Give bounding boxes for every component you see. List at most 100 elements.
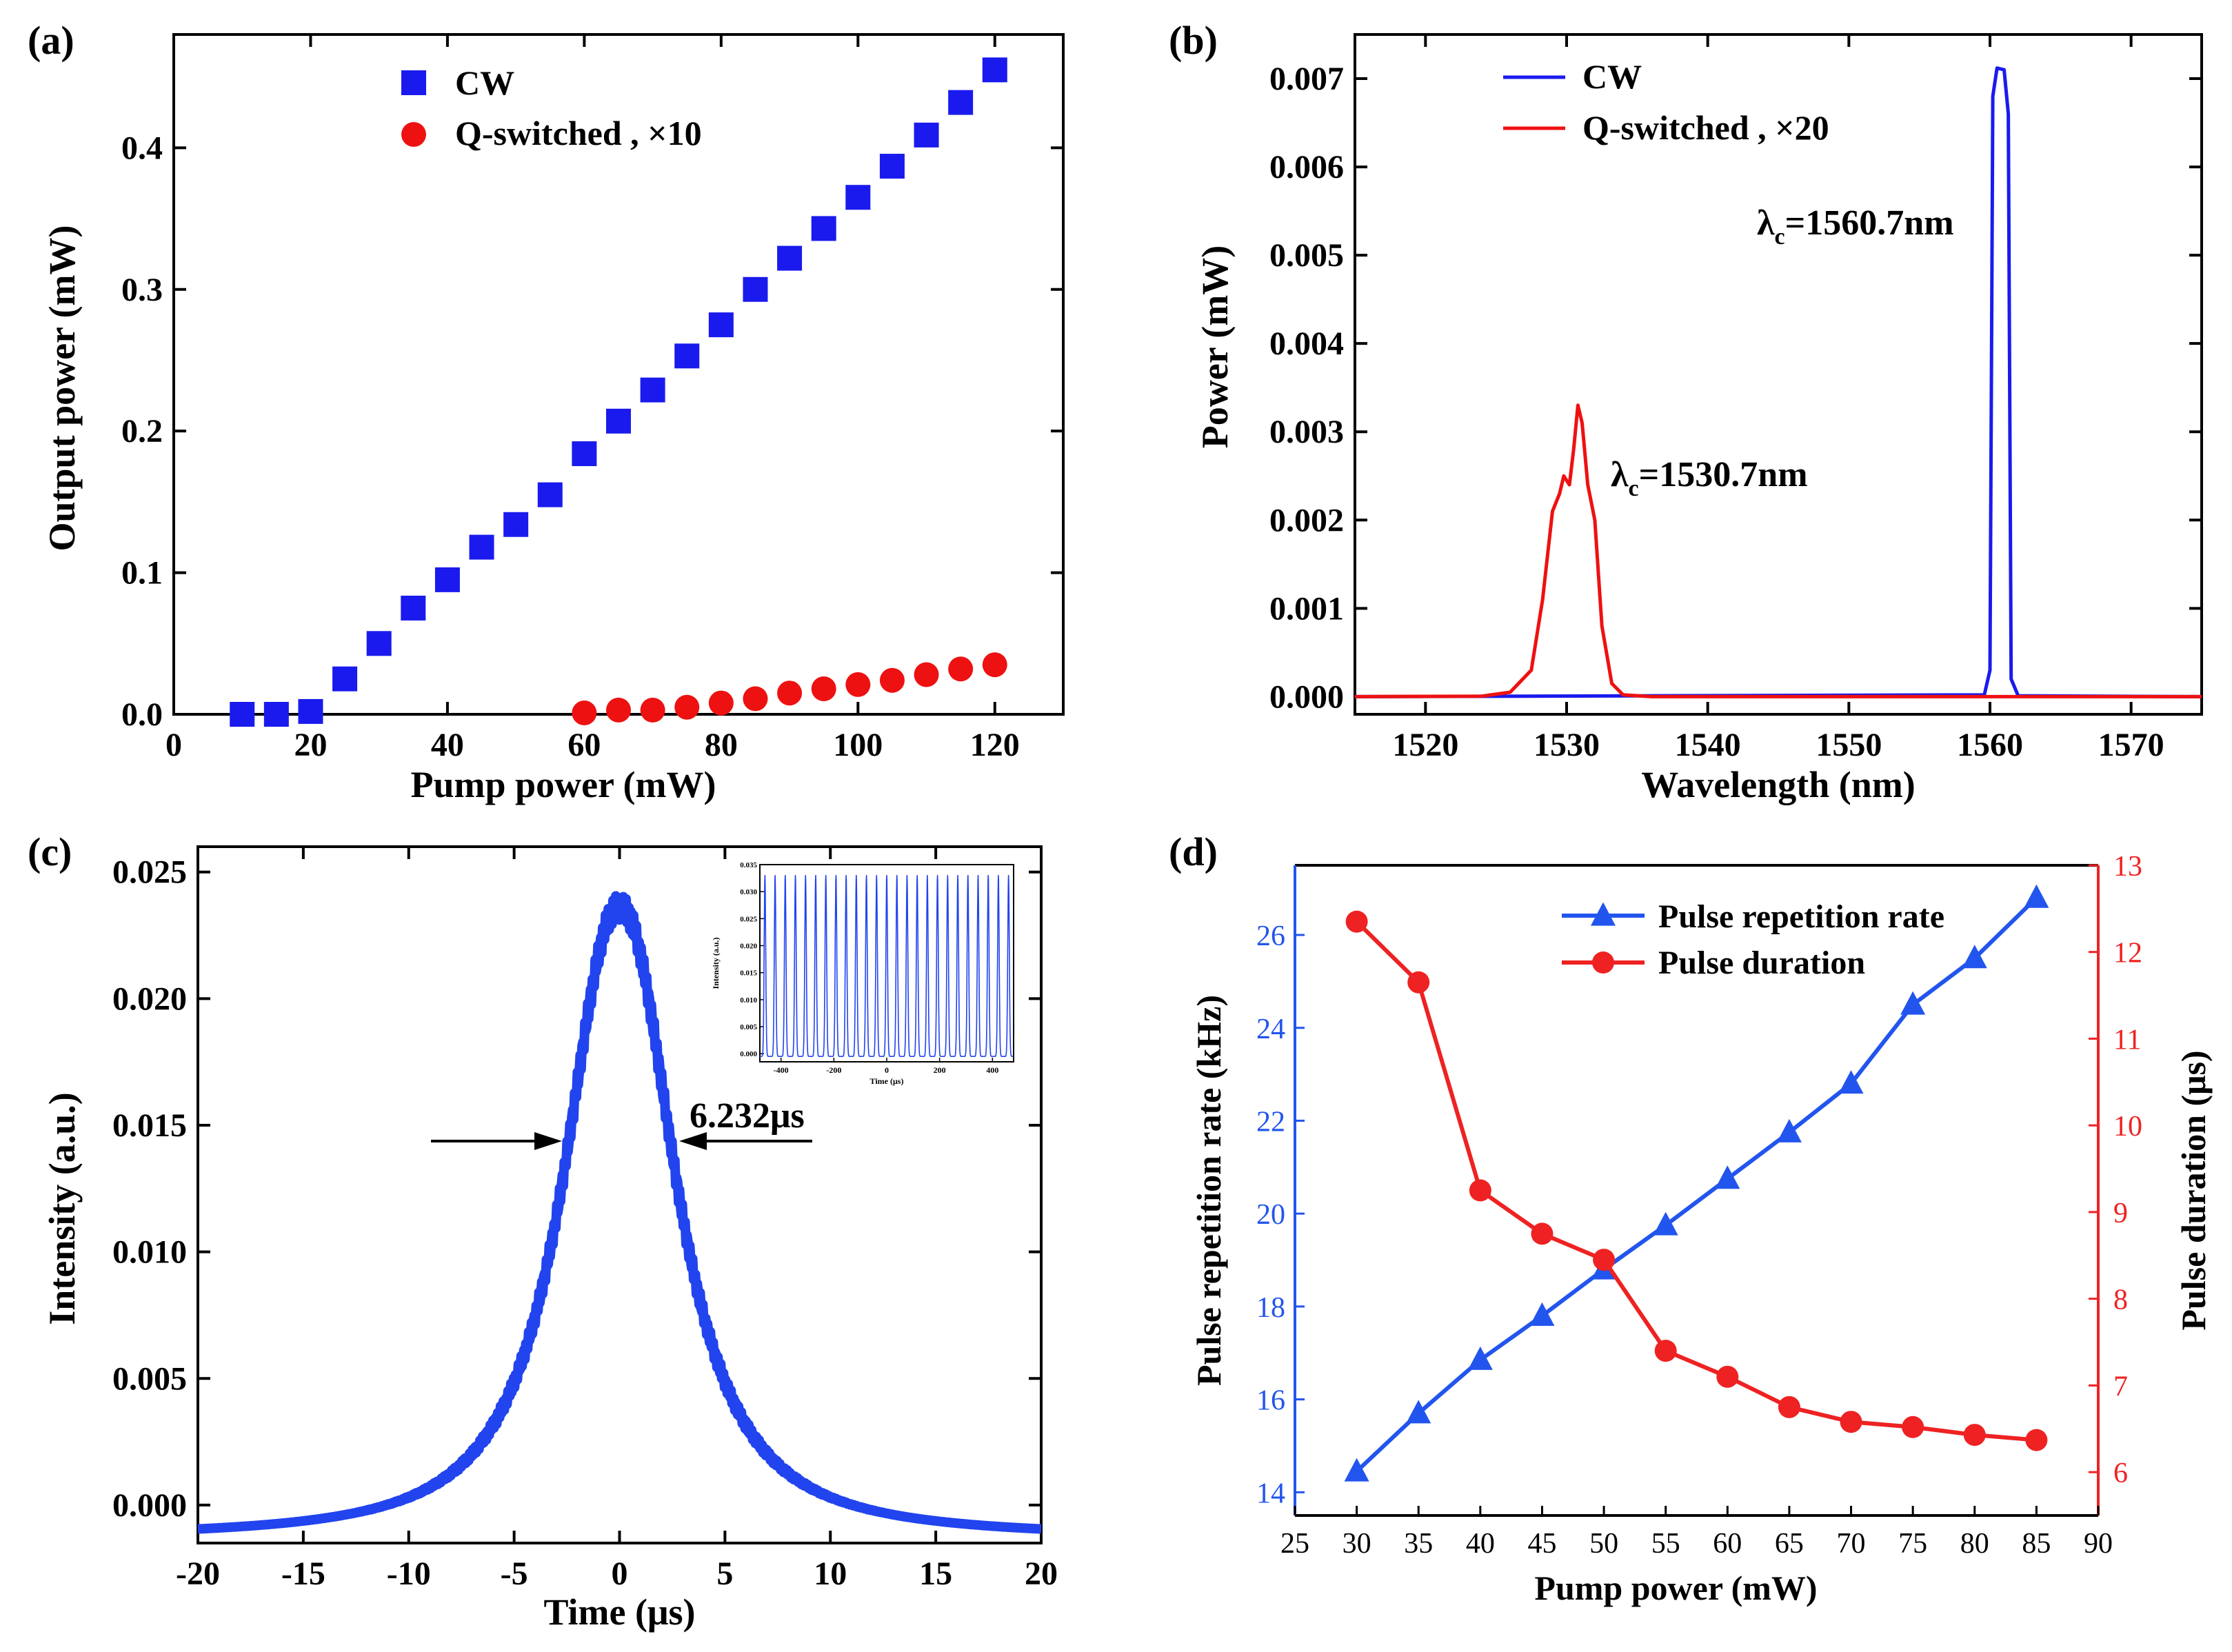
panel-b-x-tick-label: 1570 bbox=[2098, 727, 2164, 763]
panel-a-x-tick-label: 60 bbox=[567, 727, 601, 763]
panel-a-cw-point bbox=[537, 482, 563, 507]
panel-c-inset-y-tick-label: 0.025 bbox=[740, 915, 757, 923]
panel-d-x-tick-label: 90 bbox=[2084, 1528, 2113, 1560]
panel-d-duration-point bbox=[1469, 1179, 1491, 1202]
panel-c-x-tick-label: 0 bbox=[612, 1555, 628, 1592]
panel-a-cw-point bbox=[879, 154, 905, 179]
annotation-value: =1530.7nm bbox=[1639, 455, 1808, 494]
panel-c-x-tick-label: -5 bbox=[501, 1555, 528, 1592]
panel-a-qs-point bbox=[948, 656, 974, 682]
panel-c-inset-x-tick-label: -400 bbox=[774, 1065, 789, 1075]
panel-d-y2-tick-label: 8 bbox=[2113, 1285, 2128, 1316]
panel-a-cw-point bbox=[845, 185, 871, 210]
panel-d-rate-point bbox=[1344, 1458, 1369, 1482]
panel-b-y-tick-label: 0.002 bbox=[1269, 502, 1344, 538]
panel-a-x-tick-label: 80 bbox=[705, 727, 738, 763]
panel-c-x-tick-label: -15 bbox=[281, 1555, 325, 1592]
panel-d-y2-tick-label: 9 bbox=[2113, 1198, 2128, 1229]
panel-a-y-tick-label: 0.4 bbox=[121, 130, 163, 166]
panel-a-qs-point bbox=[674, 694, 700, 720]
panel-a-cw-point bbox=[777, 245, 803, 271]
panel-d-y-tick-label: 26 bbox=[1256, 920, 1285, 952]
panel-d-duration-point bbox=[1840, 1411, 1862, 1433]
panel-a-y-tick-label: 0.2 bbox=[121, 413, 163, 450]
panel-c-inset-pulse-train bbox=[759, 874, 1014, 1057]
panel-d-x-tick-label: 65 bbox=[1775, 1528, 1804, 1560]
panel-a-cw-point bbox=[332, 666, 358, 692]
panel-d-duration-point bbox=[1654, 1340, 1677, 1362]
panel-d-rate-point bbox=[2024, 884, 2049, 908]
panel-b-y-axis-label: Power (mW) bbox=[1194, 245, 1236, 448]
panel-a-cw-point bbox=[606, 408, 631, 434]
panel-d-y-tick-label: 24 bbox=[1256, 1014, 1285, 1045]
panel-d-x-tick-label: 30 bbox=[1343, 1528, 1371, 1560]
panel-a-cw-point bbox=[708, 312, 734, 338]
panel-c-y-tick-label: 0.000 bbox=[112, 1487, 187, 1524]
panel-c-x-axis-label: Time (μs) bbox=[543, 1591, 695, 1633]
panel-c-inset-y-tick-label: 0.015 bbox=[740, 969, 757, 978]
panel-d-duration-line bbox=[1355, 920, 2037, 1442]
panel-a-x-tick-label: 120 bbox=[970, 727, 1020, 763]
panel-d-duration-point bbox=[1593, 1249, 1616, 1271]
panel-d-duration-point bbox=[1778, 1396, 1800, 1418]
annotation-symbol: λ bbox=[1611, 455, 1629, 494]
panel-d-x-tick-label: 45 bbox=[1527, 1528, 1556, 1560]
panel-d-duration-point bbox=[1902, 1416, 1924, 1438]
panel-a-cw-point bbox=[401, 595, 426, 621]
panel-b-legend-qs-label: Q-switched , ×20 bbox=[1582, 108, 1829, 147]
panel-d-y2-tick-label: 7 bbox=[2113, 1371, 2128, 1402]
panel-c-inset-x-tick-label: 0 bbox=[885, 1065, 889, 1075]
panel-d-y-tick-label: 16 bbox=[1256, 1385, 1285, 1417]
panel-d-rate-point bbox=[1776, 1118, 1802, 1142]
panel-label: (d) bbox=[1169, 829, 1218, 874]
panel-a-legend-qs-marker bbox=[401, 122, 426, 147]
panel-d-x-tick-label: 75 bbox=[1898, 1528, 1927, 1560]
panel-a-qs-point bbox=[982, 652, 1007, 678]
panel-d-duration-point bbox=[1531, 1222, 1554, 1245]
panel-c-fwhm-label: 6.232μs bbox=[690, 1096, 805, 1136]
panel-b-y-tick-label: 0.007 bbox=[1269, 61, 1344, 97]
panel-a-cw-point bbox=[914, 122, 939, 148]
annotation-value: =1560.7nm bbox=[1785, 203, 1954, 243]
panel-a-cw-point bbox=[572, 441, 597, 467]
panel-a-y-tick-label: 0.1 bbox=[121, 555, 163, 592]
panel-d-y2-tick-label: 13 bbox=[2113, 851, 2142, 883]
panel-a-qs-point bbox=[811, 676, 836, 702]
panel-d-legend-rate-label: Pulse repetition rate bbox=[1658, 898, 1944, 935]
panel-c-fwhm-arrowhead-right bbox=[679, 1132, 707, 1150]
panel-d-rate-point bbox=[1529, 1302, 1555, 1326]
panel-b-annotation-0: λc=1560.7nm bbox=[1757, 203, 1954, 250]
panel-b-x-tick-label: 1540 bbox=[1675, 727, 1741, 763]
panel-d-x-tick-label: 55 bbox=[1651, 1528, 1680, 1560]
panel-a-cw-point bbox=[948, 90, 974, 115]
panel-a-x-tick-label: 40 bbox=[431, 727, 464, 763]
panel-a-legend-cw-label: CW bbox=[455, 63, 514, 102]
panel-a-cw-point bbox=[263, 702, 289, 727]
panel-b-y-tick-label: 0.000 bbox=[1269, 678, 1344, 715]
panel-a-qs-point bbox=[708, 690, 734, 716]
panel-a-qs-point bbox=[777, 681, 803, 706]
panel-d-rate-point bbox=[1715, 1165, 1740, 1189]
panel-b-x-axis-label: Wavelength (nm) bbox=[1641, 764, 1916, 805]
panel-d-y2-tick-label: 6 bbox=[2113, 1458, 2128, 1489]
annotation-symbol: λ bbox=[1757, 203, 1775, 243]
panel-a-y-axis-label: Output power (mW) bbox=[41, 225, 83, 551]
panel-d-x-tick-label: 50 bbox=[1589, 1528, 1618, 1560]
panel-c-y-axis-label: Intensity (a.u.) bbox=[41, 1092, 83, 1325]
panel-label: (b) bbox=[1169, 18, 1218, 63]
panel-c-inset-y-tick-label: 0.000 bbox=[740, 1050, 757, 1058]
panel-a-x-tick-label: 0 bbox=[165, 727, 182, 763]
panel-d-x-tick-label: 40 bbox=[1466, 1528, 1495, 1560]
panel-a-cw-point bbox=[503, 512, 529, 537]
panel-b-y-tick-label: 0.005 bbox=[1269, 237, 1344, 274]
panel-c-inset-x-tick-label: -200 bbox=[826, 1065, 841, 1075]
panel-label: (c) bbox=[28, 829, 72, 874]
panel-c-x-tick-label: 15 bbox=[919, 1555, 952, 1592]
panel-d-rate-point bbox=[1653, 1211, 1678, 1236]
panel-b-x-tick-label: 1530 bbox=[1534, 727, 1600, 763]
panel-d-x-tick-label: 35 bbox=[1404, 1528, 1433, 1560]
panel-a-x-tick-label: 100 bbox=[833, 727, 883, 763]
panel-a-qs-point bbox=[914, 662, 939, 687]
panel-d-y-tick-label: 18 bbox=[1256, 1292, 1285, 1324]
